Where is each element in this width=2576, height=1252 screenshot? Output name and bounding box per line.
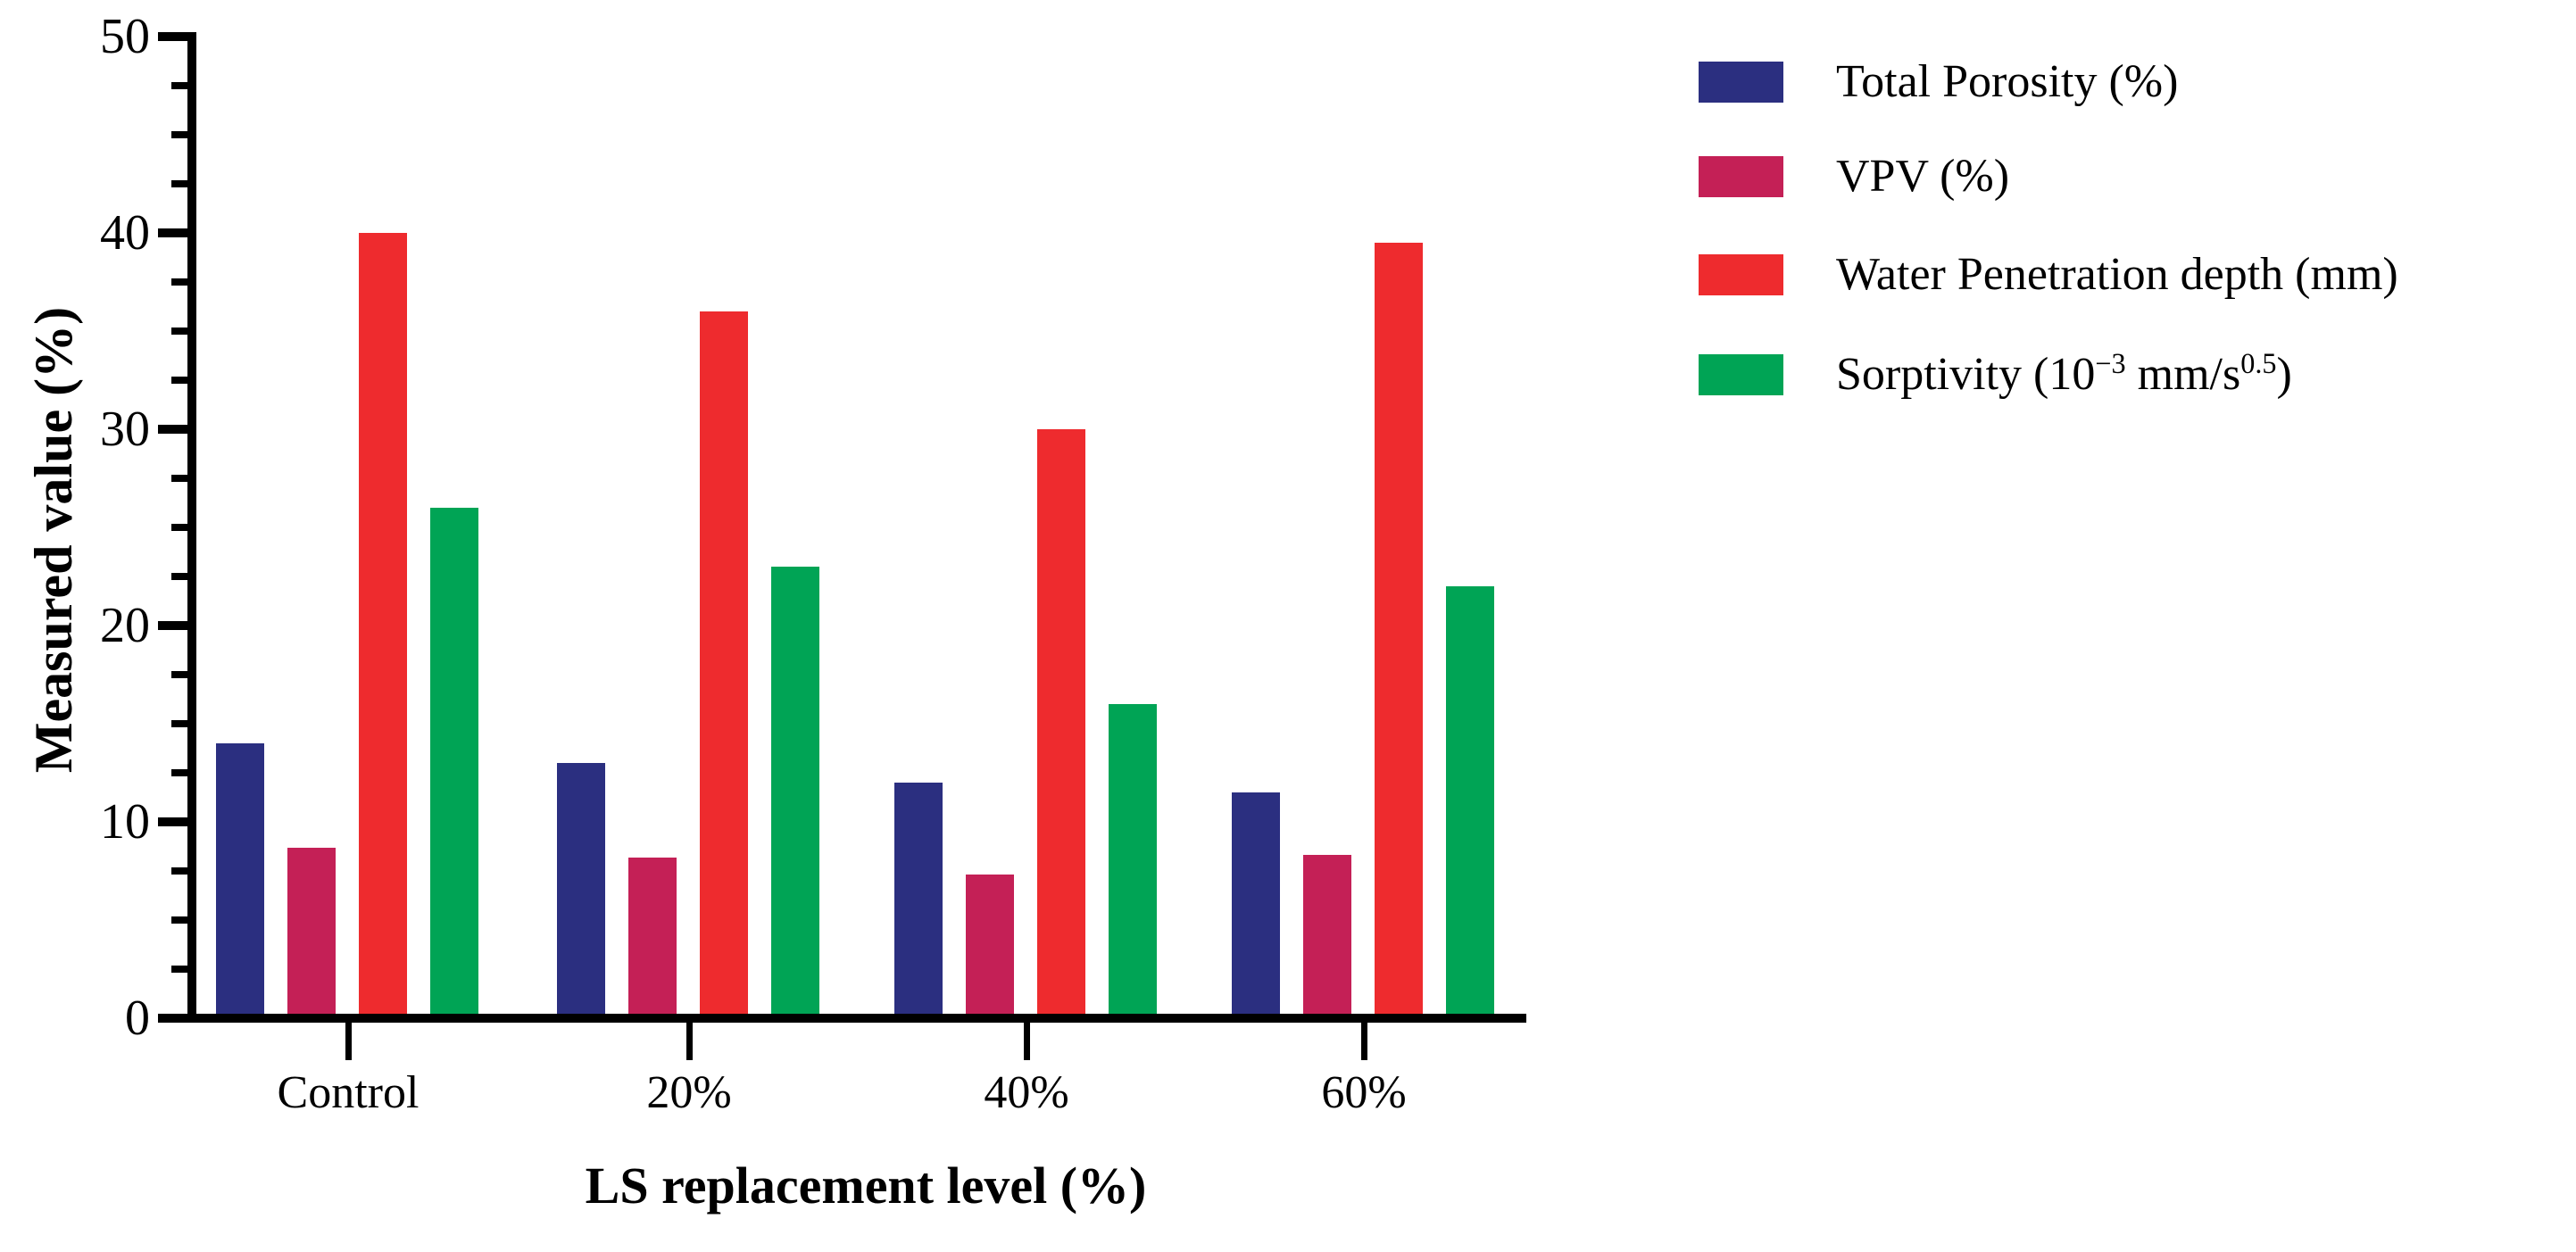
legend-swatch-sorptivity-10-mm-s: [1699, 354, 1783, 395]
y-minor-tick: [171, 377, 187, 384]
bar-vpv-40: [966, 875, 1014, 1018]
legend-label-text: Total Porosity (%): [1836, 56, 2179, 107]
bar-water-penetration-depth-mm-control: [359, 233, 407, 1018]
legend-label-text: Water Penetration depth (mm): [1836, 249, 2398, 300]
bar-sorptivity-10-mm-s-60: [1446, 586, 1494, 1018]
y-minor-tick: [171, 131, 187, 138]
bar-sorptivity-10-mm-s-control: [430, 508, 478, 1018]
bar-sorptivity-10-mm-s-20: [771, 567, 819, 1018]
legend-swatch-total-porosity: [1699, 62, 1783, 103]
legend-label-superscript: −3: [2095, 347, 2126, 380]
x-axis-line: [187, 1014, 1526, 1023]
bar-water-penetration-depth-mm-20: [700, 311, 748, 1018]
legend-label-text: VPV (%): [1836, 151, 2010, 202]
x-category-label: 60%: [1321, 1067, 1407, 1118]
bar-water-penetration-depth-mm-60: [1375, 243, 1423, 1018]
y-minor-tick: [171, 671, 187, 678]
legend-swatch-vpv: [1699, 156, 1783, 197]
y-major-tick: [158, 425, 187, 434]
y-tick-label: 50: [100, 9, 150, 64]
x-category-tick: [1361, 1023, 1367, 1060]
bar-sorptivity-10-mm-s-40: [1109, 704, 1157, 1018]
y-tick-label: 40: [100, 205, 150, 261]
y-minor-tick: [171, 916, 187, 924]
legend-label-superscript: 0.5: [2240, 347, 2277, 380]
bar-total-porosity-20: [557, 763, 605, 1018]
y-minor-tick: [171, 328, 187, 335]
bar-total-porosity-60: [1232, 792, 1280, 1018]
x-category-label: 40%: [984, 1067, 1069, 1118]
legend-label-total-porosity: Total Porosity (%): [1836, 53, 2178, 112]
x-category-tick: [345, 1023, 352, 1060]
y-minor-tick: [171, 180, 187, 187]
y-major-tick: [158, 621, 187, 630]
legend-label-sorptivity-10-mm-s: Sorptivity (10−3 mm/s0.5): [1836, 345, 2292, 409]
y-major-tick: [158, 228, 187, 237]
legend-label-vpv: VPV (%): [1836, 147, 2009, 206]
y-minor-tick: [171, 475, 187, 482]
bar-vpv-control: [287, 848, 336, 1018]
y-minor-tick: [171, 769, 187, 776]
y-major-tick: [158, 817, 187, 826]
y-major-tick: [158, 32, 187, 41]
y-minor-tick: [171, 82, 187, 89]
bar-vpv-20: [628, 858, 677, 1018]
y-minor-tick: [171, 966, 187, 973]
legend-label-water-penetration-depth-mm: Water Penetration depth (mm): [1836, 245, 2398, 304]
y-minor-tick: [171, 867, 187, 875]
legend-label-text: ): [2276, 349, 2292, 400]
y-tick-label: 20: [100, 598, 150, 653]
y-minor-tick: [171, 573, 187, 580]
x-category-label: Control: [277, 1067, 420, 1118]
y-minor-tick: [171, 524, 187, 531]
bar-water-penetration-depth-mm-40: [1037, 429, 1085, 1018]
bar-total-porosity-control: [216, 743, 264, 1018]
y-minor-tick: [171, 278, 187, 286]
legend-swatch-water-penetration-depth-mm: [1699, 254, 1783, 295]
legend-label-text: Sorptivity (10: [1836, 349, 2096, 400]
x-axis-title: LS replacement level (%): [585, 1157, 1147, 1215]
bar-total-porosity-40: [894, 783, 943, 1018]
y-tick-label: 0: [125, 991, 150, 1046]
y-tick-label: 30: [100, 402, 150, 457]
legend-label-text: mm/s: [2125, 349, 2241, 400]
y-axis-line: [187, 32, 196, 1023]
x-category-label: 20%: [646, 1067, 732, 1118]
bar-vpv-60: [1303, 855, 1351, 1018]
y-minor-tick: [171, 720, 187, 727]
y-tick-label: 10: [100, 794, 150, 850]
x-category-tick: [686, 1023, 693, 1060]
y-major-tick: [158, 1014, 187, 1023]
x-category-tick: [1024, 1023, 1030, 1060]
